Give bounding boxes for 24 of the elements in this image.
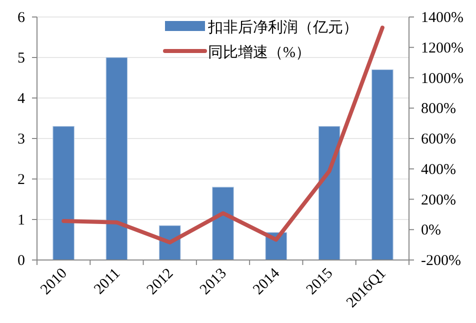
y-tick-label: 1 xyxy=(18,212,25,228)
bar xyxy=(212,186,234,260)
y-tick-label: 4 xyxy=(18,91,26,107)
y2-tick-label: 400% xyxy=(421,162,456,178)
y-tick-label: 6 xyxy=(18,10,26,26)
y2-tick-label: 200% xyxy=(421,192,456,208)
legend-label: 扣非后净利润（亿元） xyxy=(207,19,358,36)
y-tick-label: 5 xyxy=(18,50,25,66)
bar xyxy=(318,126,340,260)
bar xyxy=(106,57,128,260)
y2-tick-label: 1000% xyxy=(421,70,464,87)
y2-tick-label: 800% xyxy=(421,101,456,118)
y2-tick-label: 600% xyxy=(421,132,456,148)
y2-tick-label: -200% xyxy=(421,253,461,269)
y2-tick-label: 1400% xyxy=(421,10,464,26)
bar xyxy=(52,126,74,260)
y2-tick-label: 0% xyxy=(421,222,441,239)
y2-tick-label: 1200% xyxy=(421,40,464,56)
y-tick-label: 3 xyxy=(18,132,25,148)
y-tick-label: 0 xyxy=(18,253,25,269)
bar xyxy=(372,69,394,260)
y-tick-label: 2 xyxy=(18,172,25,188)
legend-label: 同比增速（%） xyxy=(208,44,310,61)
x-tick-label: 2011 xyxy=(91,266,124,298)
